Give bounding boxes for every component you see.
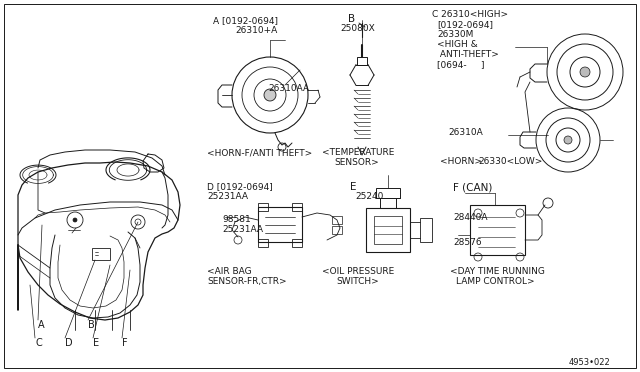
Bar <box>374 216 402 244</box>
Text: 25240: 25240 <box>355 192 383 201</box>
Bar <box>357 57 367 65</box>
Text: 28576: 28576 <box>453 238 482 247</box>
Text: ANTI-THEFT>: ANTI-THEFT> <box>437 50 499 59</box>
Text: 25231AA: 25231AA <box>222 225 263 234</box>
Text: SENSOR-FR,CTR>: SENSOR-FR,CTR> <box>207 277 287 286</box>
Text: D [0192-0694]: D [0192-0694] <box>207 182 273 191</box>
Text: LAMP CONTROL>: LAMP CONTROL> <box>456 277 534 286</box>
Text: B: B <box>348 14 355 24</box>
Text: 26310AA: 26310AA <box>268 84 309 93</box>
Text: <AIR BAG: <AIR BAG <box>207 267 252 276</box>
Bar <box>332 216 342 224</box>
Text: E: E <box>93 338 99 348</box>
Bar <box>258 207 302 242</box>
Text: 28440A: 28440A <box>453 213 488 222</box>
Text: 26330M: 26330M <box>437 30 474 39</box>
Text: A [0192-0694]: A [0192-0694] <box>213 16 278 25</box>
Text: A: A <box>38 320 45 330</box>
Text: <HORN-F/ANTI THEFT>: <HORN-F/ANTI THEFT> <box>207 148 312 157</box>
Bar <box>470 205 525 255</box>
Bar <box>258 239 268 247</box>
Text: [0192-0694]: [0192-0694] <box>437 20 493 29</box>
Text: <HORN>: <HORN> <box>440 157 482 166</box>
Bar <box>258 203 268 211</box>
Text: 4953•022: 4953•022 <box>568 358 610 367</box>
Bar <box>366 208 410 252</box>
Text: 26310+A: 26310+A <box>235 26 277 35</box>
Text: [0694-     ]: [0694- ] <box>437 60 484 69</box>
Text: <DAY TIME RUNNING: <DAY TIME RUNNING <box>450 267 545 276</box>
Text: SENSOR>: SENSOR> <box>334 158 379 167</box>
Circle shape <box>564 136 572 144</box>
Text: 26330<LOW>: 26330<LOW> <box>478 157 542 166</box>
Bar <box>92 248 110 260</box>
Text: <HIGH &: <HIGH & <box>437 40 477 49</box>
Bar <box>420 218 432 242</box>
Circle shape <box>580 67 590 77</box>
Text: F: F <box>122 338 127 348</box>
Text: <OIL PRESSURE: <OIL PRESSURE <box>322 267 394 276</box>
Text: 25231AA: 25231AA <box>207 192 248 201</box>
Text: 98581: 98581 <box>222 215 251 224</box>
Text: C 26310<HIGH>: C 26310<HIGH> <box>432 10 508 19</box>
Text: B: B <box>88 320 95 330</box>
Circle shape <box>73 218 77 222</box>
Text: <TEMPERATURE: <TEMPERATURE <box>322 148 394 157</box>
Bar <box>292 203 302 211</box>
Circle shape <box>264 89 276 101</box>
Text: D: D <box>65 338 72 348</box>
Text: 26310A: 26310A <box>448 128 483 137</box>
Text: C: C <box>35 338 42 348</box>
Text: E: E <box>350 182 356 192</box>
Text: SWITCH>: SWITCH> <box>336 277 379 286</box>
Text: 25080X: 25080X <box>340 24 375 33</box>
Bar <box>292 239 302 247</box>
Bar <box>376 188 400 198</box>
Bar <box>332 226 342 234</box>
Text: F (CAN): F (CAN) <box>453 182 492 192</box>
